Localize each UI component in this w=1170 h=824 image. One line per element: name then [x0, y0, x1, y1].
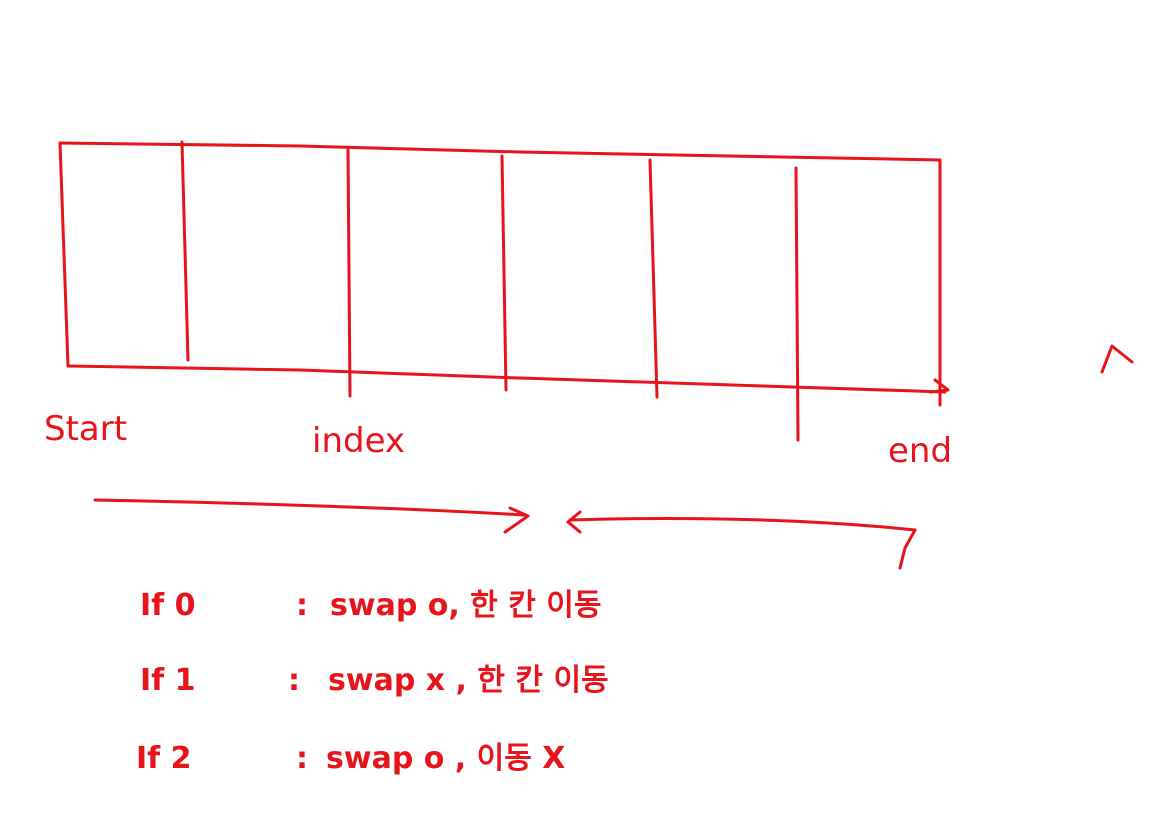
start-label: Start: [44, 409, 127, 449]
cell-divider: [346, 148, 352, 398]
cell-divider: [794, 166, 800, 442]
cell-divider: [180, 140, 190, 362]
end-label: end: [888, 431, 952, 471]
cell-divider: [500, 154, 508, 392]
rule-item: If 0 : swap o, 한 칸 이동: [140, 588, 601, 623]
rule-condition: If 0: [140, 588, 196, 623]
rule-condition: If 2: [136, 741, 192, 776]
rule-separator: :: [296, 588, 308, 623]
rule-action: swap o , 이동 X: [326, 741, 565, 776]
rule-action: swap o, 한 칸 이동: [330, 588, 601, 623]
rule-item: If 2 : swap o , 이동 X: [136, 741, 565, 776]
left-arrow: [566, 510, 917, 570]
rule-separator: :: [296, 741, 308, 776]
rule-separator: :: [288, 663, 300, 698]
right-arrow: [93, 498, 530, 534]
array-box: [58, 140, 950, 442]
cell-divider: [648, 158, 659, 399]
rule-item: If 1 : swap x , 한 칸 이동: [140, 663, 609, 698]
stray-mark: [1100, 344, 1134, 374]
rule-condition: If 1: [140, 663, 196, 698]
rule-action: swap x , 한 칸 이동: [328, 663, 609, 698]
rule-list: If 0 : swap o, 한 칸 이동 If 1 : swap x , 한 …: [136, 588, 609, 776]
index-label: index: [312, 421, 405, 461]
